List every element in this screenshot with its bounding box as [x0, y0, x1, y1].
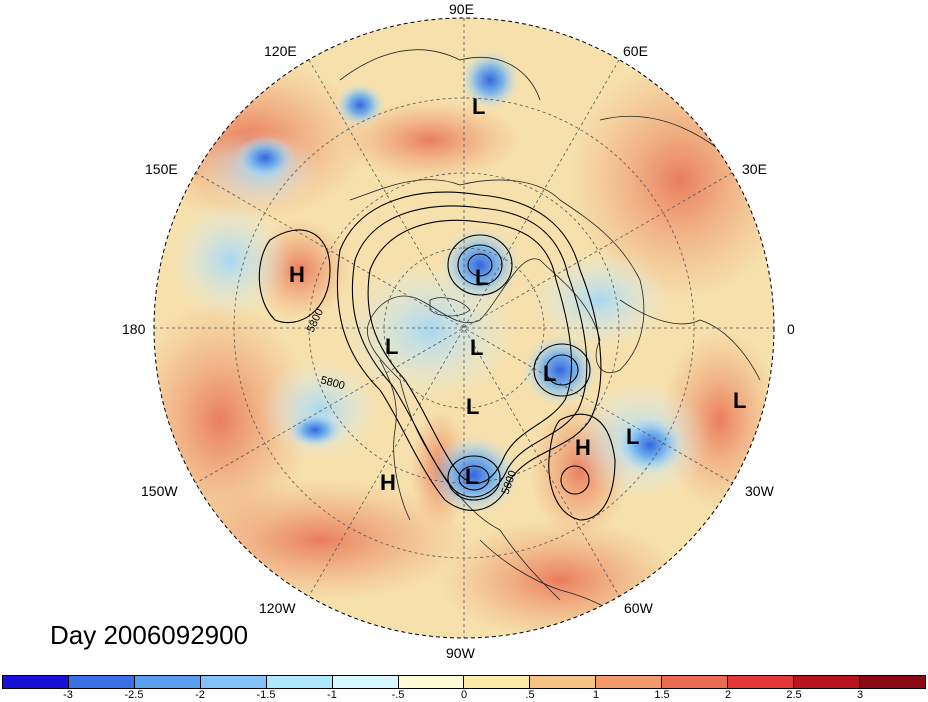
- colorbar-tick-label: 2: [724, 689, 732, 701]
- colorbar-tick-label: -2: [195, 689, 205, 701]
- colorbar-segment: [68, 676, 135, 688]
- longitude-label: 90W: [446, 645, 475, 661]
- longitude-label: 0: [787, 321, 795, 337]
- colorbar-tick-label: 0: [460, 689, 468, 701]
- longitude-label: 30W: [745, 483, 774, 499]
- low-pressure-marker: L: [626, 424, 640, 449]
- longitude-label: 150E: [145, 161, 178, 177]
- colorbar-tick-label: 1: [592, 689, 600, 701]
- low-pressure-marker: L: [472, 94, 486, 119]
- colorbar-tick-label: -.5: [391, 689, 405, 701]
- low-pressure-marker: L: [543, 361, 557, 386]
- low-pressure-marker: L: [733, 388, 747, 413]
- colorbar-segment: [200, 676, 267, 688]
- colorbar-segment: [530, 676, 597, 688]
- low-pressure-marker: L: [475, 265, 489, 290]
- colorbar-tick-label: -3: [63, 689, 73, 701]
- anomaly-field: [154, 18, 774, 638]
- colorbar-segment: [464, 676, 531, 688]
- colorbar-tick-label: 3: [856, 689, 864, 701]
- colorbar: [2, 675, 926, 689]
- longitude-label: 180: [122, 321, 146, 337]
- map-boundary: [153, 17, 775, 639]
- high-pressure-marker: H: [380, 470, 396, 495]
- colorbar-tick-label: -1: [327, 689, 337, 701]
- colorbar-segment: [3, 676, 69, 688]
- longitude-label: 30E: [742, 161, 767, 177]
- polar-map: 5800 5800 5800: [153, 17, 775, 639]
- colorbar-tick-label: -2.5: [124, 689, 144, 701]
- longitude-label: 60E: [623, 43, 648, 59]
- colorbar-segment: [728, 676, 795, 688]
- colorbar-segment: [134, 676, 201, 688]
- colorbar-segment: [398, 676, 465, 688]
- low-pressure-marker: L: [466, 394, 480, 419]
- plot-title: Day 2006092900: [50, 620, 249, 650]
- colorbar-tick-label: .5: [525, 689, 535, 701]
- low-pressure-marker: L: [385, 334, 399, 359]
- colorbar-segment: [859, 676, 925, 688]
- colorbar-tick-label: 1.5: [654, 689, 670, 701]
- longitude-label: 120W: [259, 600, 296, 616]
- longitude-label: 90E: [449, 1, 474, 17]
- high-pressure-marker: H: [575, 435, 591, 460]
- colorbar-segment: [332, 676, 399, 688]
- longitude-label: 150W: [141, 483, 178, 499]
- high-pressure-marker: H: [289, 262, 305, 287]
- longitude-label: 120E: [264, 43, 297, 59]
- height-contours: [258, 191, 616, 521]
- low-pressure-marker: L: [470, 335, 484, 360]
- colorbar-tick-label: 2.5: [786, 689, 802, 701]
- longitude-label: 60W: [624, 600, 653, 616]
- colorbar-segment: [662, 676, 729, 688]
- colorbar-tick-label: -1.5: [256, 689, 276, 701]
- graticule: [154, 18, 774, 638]
- colorbar-segment: [794, 676, 860, 688]
- colorbar-segment: [266, 676, 333, 688]
- colorbar-segment: [596, 676, 663, 688]
- low-pressure-marker: L: [465, 464, 479, 489]
